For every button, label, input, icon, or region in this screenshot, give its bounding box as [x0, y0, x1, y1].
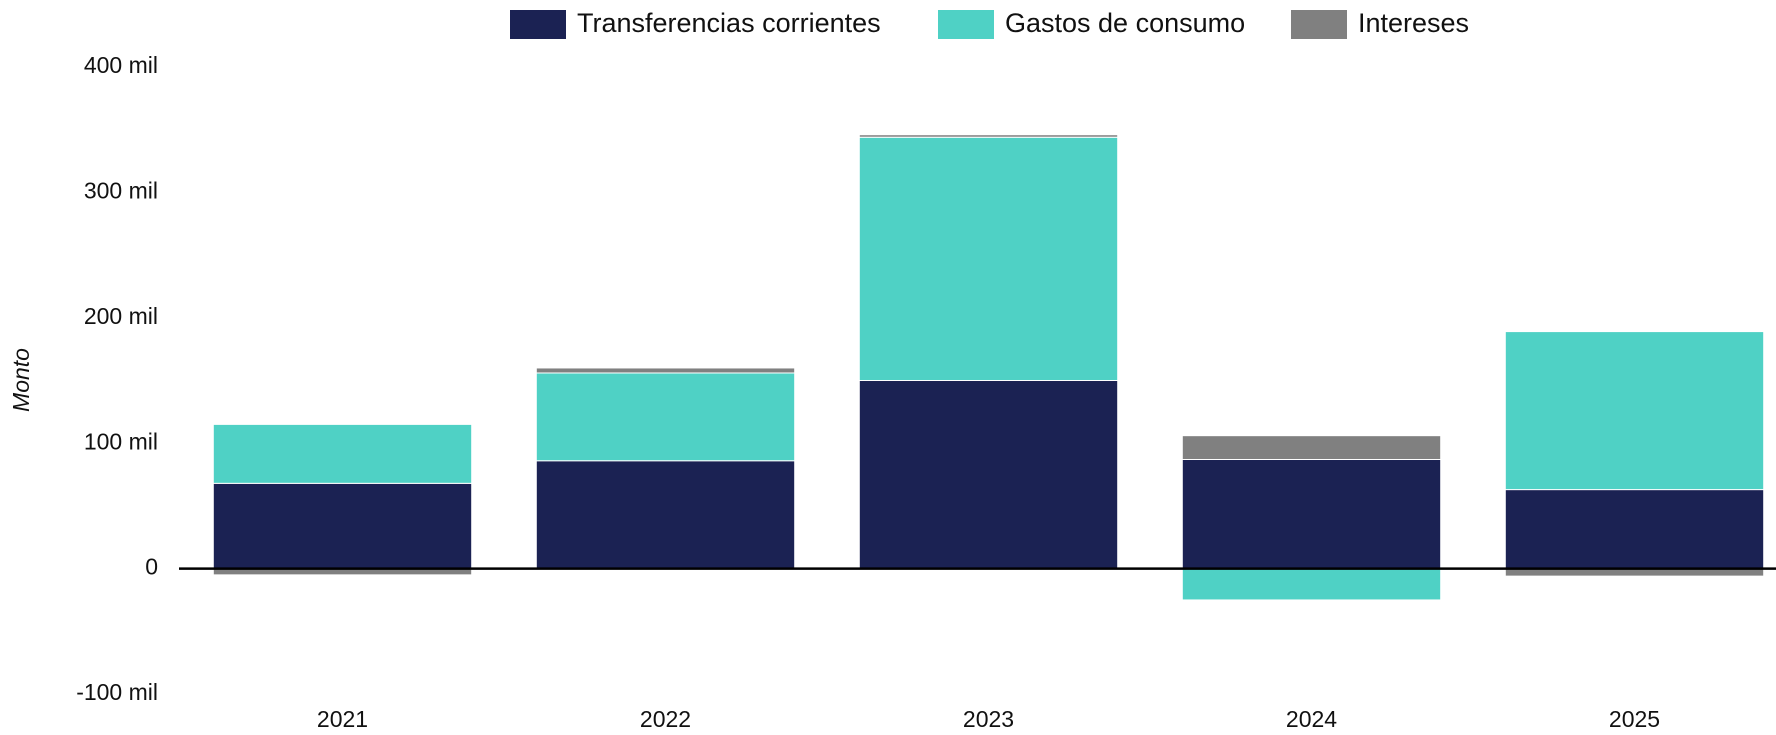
legend-swatch: [1291, 10, 1347, 39]
y-tick-label: 400 mil: [84, 52, 158, 78]
x-tick-label: 2022: [640, 706, 691, 732]
bar-segment: [1504, 331, 1765, 491]
y-tick-label: 0: [145, 554, 158, 580]
legend-label: Gastos de consumo: [1005, 8, 1245, 38]
y-tick-label: 300 mil: [84, 177, 158, 203]
x-tick-label: 2025: [1609, 706, 1660, 732]
x-tick-label: 2024: [1286, 706, 1337, 732]
bar-segment: [212, 423, 473, 484]
bar-segment: [212, 482, 473, 570]
legend-swatch: [938, 10, 994, 39]
bar-segment: [858, 380, 1119, 570]
bar-segment: [535, 367, 796, 374]
bar-segment: [1504, 489, 1765, 570]
bar-segment: [1181, 435, 1442, 461]
bar-segment: [535, 460, 796, 570]
bar-segment: [858, 134, 1119, 138]
y-axis-label: Monto: [8, 348, 34, 412]
y-tick-label: -100 mil: [76, 679, 158, 705]
bar-segment: [535, 372, 796, 462]
bar-segment: [858, 136, 1119, 381]
x-tick-label: 2023: [963, 706, 1014, 732]
x-tick-label: 2021: [317, 706, 368, 732]
bar-segment: [1181, 568, 1442, 601]
legend-label: Transferencias corrientes: [577, 8, 881, 38]
legend-swatch: [510, 10, 566, 39]
bar-segment: [1181, 459, 1442, 570]
y-tick-label: 100 mil: [84, 428, 158, 454]
legend-label: Intereses: [1358, 8, 1469, 38]
y-tick-label: 200 mil: [84, 303, 158, 329]
